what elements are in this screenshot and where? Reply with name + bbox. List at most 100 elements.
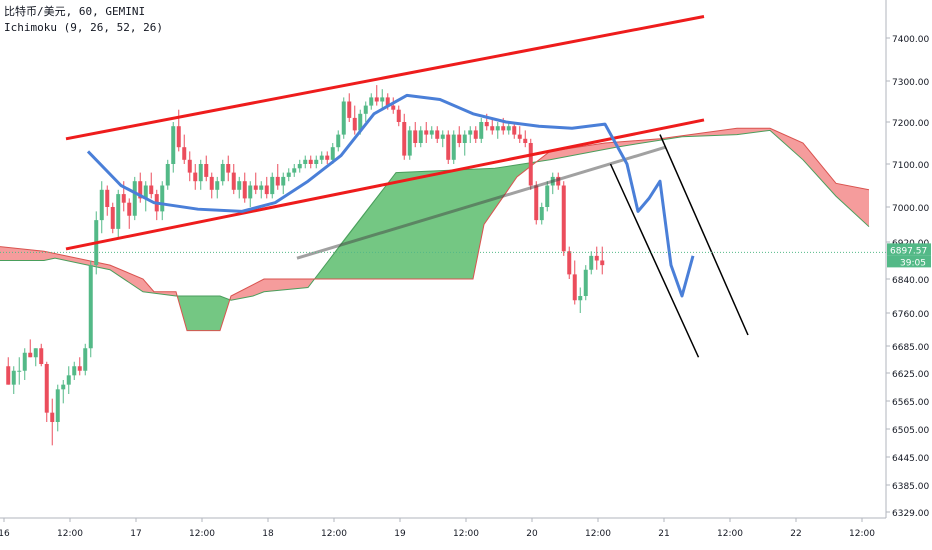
cloud-segment <box>434 170 440 279</box>
candle-body <box>308 159 313 164</box>
candle-body <box>187 159 192 173</box>
cloud-segment <box>231 293 237 301</box>
candle-body <box>539 207 544 221</box>
cloud-segment <box>577 146 583 155</box>
cloud-segment <box>572 147 578 156</box>
cloud-segment <box>49 252 55 260</box>
cloud-segment <box>561 148 567 158</box>
candle-body <box>182 147 187 160</box>
candle-body <box>358 113 363 131</box>
candle-body <box>506 126 511 131</box>
candle-body <box>517 134 522 139</box>
time-tick-label: 12:00 <box>717 529 743 539</box>
cloud-segment <box>368 200 374 279</box>
cloud-segment <box>500 166 506 201</box>
candle-body <box>198 164 203 182</box>
candle-body <box>534 185 539 221</box>
cloud-segment <box>319 265 325 279</box>
candle-body <box>297 164 302 169</box>
cloud-segment <box>181 296 187 331</box>
candle-body <box>231 172 236 190</box>
candle-body <box>589 255 594 270</box>
senkou-span-a <box>0 129 870 301</box>
cloud-segment <box>27 249 33 261</box>
candle-body <box>160 185 165 212</box>
candle-body <box>66 375 71 385</box>
cloud-segment <box>55 253 61 260</box>
candle-body <box>429 130 434 135</box>
cloud-segment <box>847 185 853 212</box>
time-tick-label: 18 <box>262 529 274 539</box>
cloud-segment <box>214 296 220 331</box>
candle-body <box>171 126 176 164</box>
candle-body <box>319 155 324 160</box>
candle-body <box>495 126 500 131</box>
candle-body <box>204 164 209 177</box>
candle-body <box>347 101 352 118</box>
time-tick-label: 12:00 <box>849 529 875 539</box>
cloud-segment <box>297 279 303 289</box>
candle-body <box>484 122 489 127</box>
cloud-segment <box>99 262 105 269</box>
cloud-segment <box>467 169 473 279</box>
cloud-segment <box>594 143 600 152</box>
price-tick-label: 6685.00 <box>892 343 929 353</box>
cloud-segment <box>280 279 286 291</box>
wedge-lower-line <box>609 163 700 358</box>
candle-body <box>242 181 247 199</box>
cloud-segment <box>71 257 77 263</box>
candle-body <box>138 181 143 199</box>
cloud-segment <box>33 250 39 261</box>
candle-body <box>127 202 132 216</box>
candle-body <box>83 348 88 371</box>
candle-body <box>440 134 445 139</box>
cloud-trend-line <box>296 145 666 260</box>
candle-body <box>110 207 115 229</box>
indicator-title: Ichimoku (9, 26, 52, 26) <box>4 21 163 34</box>
cloud-segment <box>566 148 572 157</box>
cloud-segment <box>863 188 869 227</box>
cloud-segment <box>44 251 50 261</box>
candle-body <box>22 352 27 371</box>
candle-body <box>473 130 478 139</box>
last-price-label: 6897.57 <box>890 246 927 256</box>
cloud-segment <box>275 279 281 291</box>
candle-body <box>468 130 473 135</box>
cloud-segment <box>522 163 528 173</box>
cloud-segment <box>324 258 330 279</box>
cloud-segment <box>462 169 468 279</box>
cloud-segment <box>852 186 858 217</box>
price-tick-label: 7000.00 <box>892 204 929 214</box>
candle-body <box>479 122 484 139</box>
cloud-segment <box>583 145 589 154</box>
candle-body <box>33 348 38 358</box>
price-tick-label: 6625.00 <box>892 370 929 380</box>
cloud-segment <box>203 296 209 331</box>
price-tick-label: 7200.00 <box>892 119 929 129</box>
price-tick-label: 6840.00 <box>892 276 929 286</box>
cloud-segment <box>445 170 451 279</box>
candle-body <box>341 101 346 135</box>
cloud-segment <box>5 247 11 261</box>
price-tick-label: 6505.00 <box>892 426 929 436</box>
candle-body <box>528 143 533 186</box>
price-tick-label: 7400.00 <box>892 35 929 45</box>
cloud-segment <box>286 279 292 290</box>
candle-body <box>275 176 280 186</box>
cloud-segment <box>715 130 721 136</box>
cloud-segment <box>836 183 842 202</box>
candle-body <box>17 370 22 372</box>
candle-body <box>44 364 49 413</box>
candle-body <box>226 164 231 173</box>
cloud-segment <box>418 171 424 279</box>
candle-body <box>330 147 335 160</box>
countdown-label: 39:05 <box>900 258 926 268</box>
cloud-segment <box>187 296 193 331</box>
candle-body <box>380 97 385 102</box>
candle-body <box>545 185 550 207</box>
cloud-segment <box>198 296 204 331</box>
cloud-segment <box>137 276 143 292</box>
candle-body <box>391 105 396 110</box>
candle-body <box>385 97 390 106</box>
